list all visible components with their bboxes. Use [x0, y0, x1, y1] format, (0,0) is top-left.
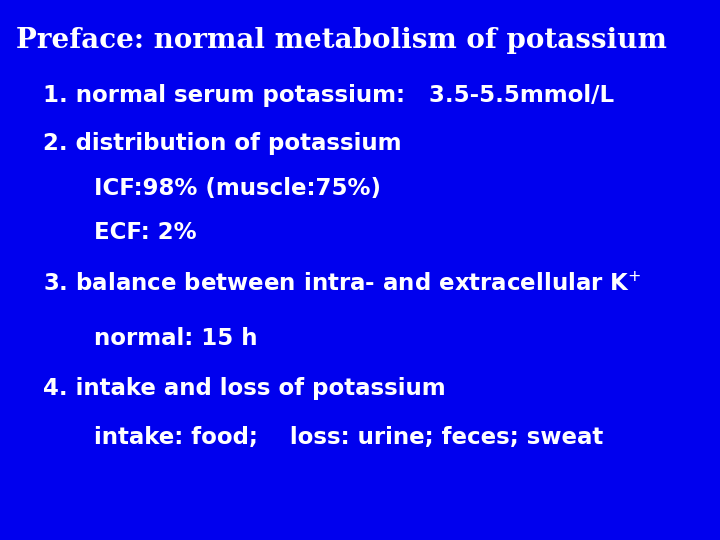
Text: Preface: normal metabolism of potassium: Preface: normal metabolism of potassium	[16, 27, 667, 54]
Text: 4. intake and loss of potassium: 4. intake and loss of potassium	[43, 377, 446, 400]
Text: intake: food;    loss: urine; feces; sweat: intake: food; loss: urine; feces; sweat	[94, 426, 603, 449]
Text: 2. distribution of potassium: 2. distribution of potassium	[43, 132, 402, 156]
Text: ECF: 2%: ECF: 2%	[94, 221, 197, 244]
Text: ICF:98% (muscle:75%): ICF:98% (muscle:75%)	[94, 177, 381, 200]
Text: 3. balance between intra- and extracellular K$^{+}$: 3. balance between intra- and extracellu…	[43, 273, 642, 296]
Text: normal: 15 h: normal: 15 h	[94, 327, 257, 350]
Text: 1. normal serum potassium:   3.5-5.5mmol/L: 1. normal serum potassium: 3.5-5.5mmol/L	[43, 84, 614, 107]
